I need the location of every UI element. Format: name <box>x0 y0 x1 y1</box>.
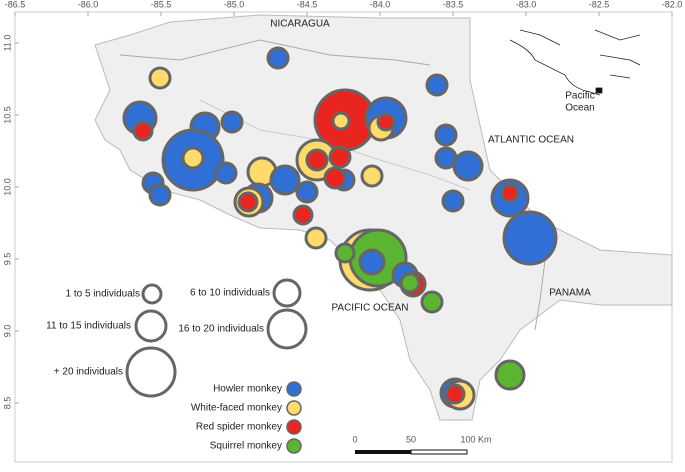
size-legend-circle <box>272 278 302 308</box>
site-bubble <box>444 383 466 405</box>
species-legend-dot <box>286 381 302 397</box>
sites <box>122 46 558 411</box>
size-legend-label: 6 to 10 individuals <box>190 288 270 299</box>
site-bubble <box>334 242 356 264</box>
size-legend-label: 11 to 15 individuals <box>46 321 131 332</box>
site-bubble <box>420 290 444 314</box>
size-legend-label: 16 to 20 individuals <box>178 324 264 335</box>
border <box>119 39 431 66</box>
site-bubble <box>292 204 314 226</box>
site-bubble <box>502 210 558 266</box>
site-bubble <box>269 164 301 196</box>
x-tick-label: -86.5 <box>5 0 26 9</box>
species-legend-dot <box>286 400 302 416</box>
x-tick-label: -85.5 <box>151 0 172 9</box>
size-legend-label: 1 to 5 individuals <box>66 289 141 300</box>
site-bubble <box>214 161 238 185</box>
y-tick-label: 9.5 <box>2 253 12 266</box>
site-bubble <box>148 66 172 90</box>
place-label: NICARAGUA <box>270 19 330 30</box>
site-bubble <box>434 123 458 147</box>
species-legend-dot <box>286 438 302 454</box>
site-bubble <box>132 120 154 142</box>
y-tick-label: 9.0 <box>2 325 12 338</box>
species-legend-label: White-faced monkey <box>191 403 282 414</box>
inset-label: Ocean <box>565 103 594 114</box>
site-bubble <box>500 183 520 203</box>
x-tick-label: -83.0 <box>516 0 537 9</box>
species-legend-label: Red spider monkey <box>196 422 282 433</box>
species-legend-dot <box>286 419 302 435</box>
site-bubble <box>358 248 386 276</box>
site-bubble <box>220 110 244 134</box>
place-label: PACIFIC OCEAN <box>331 303 408 314</box>
scale-bar <box>355 450 411 454</box>
y-tick-label: 10.0 <box>2 178 12 196</box>
inset-label: Pacific <box>565 91 594 102</box>
x-tick-label: -85.0 <box>224 0 245 9</box>
size-legend-circle <box>125 346 177 398</box>
x-tick-label: -82.5 <box>589 0 610 9</box>
x-tick-label: -86.0 <box>78 0 99 9</box>
x-tick-label: -82.0 <box>662 0 683 9</box>
site-bubble <box>328 145 352 169</box>
x-tick-label: -84.0 <box>370 0 391 9</box>
place-label: ATLANTIC OCEAN <box>488 135 574 146</box>
size-legend-circle <box>134 309 168 343</box>
site-bubble <box>399 272 421 294</box>
site-bubble <box>237 191 259 213</box>
y-tick-label: 11.0 <box>2 35 12 52</box>
site-bubble <box>305 148 329 172</box>
site-bubble <box>331 111 351 131</box>
site-bubble <box>494 359 526 391</box>
size-legend-circle <box>141 283 163 305</box>
site-bubble <box>295 180 319 204</box>
x-tick-label: -84.5 <box>297 0 318 9</box>
site-bubble <box>441 189 465 213</box>
site-bubble <box>376 112 396 132</box>
site-bubble <box>323 166 347 190</box>
scale-bar <box>410 449 468 455</box>
x-tick-label: -83.5 <box>443 0 464 9</box>
site-bubble <box>304 226 328 250</box>
inset <box>509 29 641 96</box>
scale-label: 0 <box>352 434 357 444</box>
y-tick-label: 8.5 <box>2 397 12 410</box>
site-bubble <box>148 183 172 207</box>
site-bubble <box>181 146 205 170</box>
site-bubble <box>452 150 484 182</box>
place-label: PANAMA <box>549 288 591 299</box>
species-legend-label: Howler monkey <box>213 384 282 395</box>
site-bubble <box>266 46 290 70</box>
scale-label: 50 <box>406 434 416 444</box>
site-bubble <box>360 164 384 188</box>
size-legend-circle <box>266 308 308 350</box>
scale-label: 100 Km <box>460 434 491 444</box>
species-legend-label: Squirrel monkey <box>210 441 282 452</box>
y-tick-label: 10.5 <box>2 106 12 124</box>
site-bubble <box>425 73 449 97</box>
size-legend-label: + 20 individuals <box>54 367 123 378</box>
